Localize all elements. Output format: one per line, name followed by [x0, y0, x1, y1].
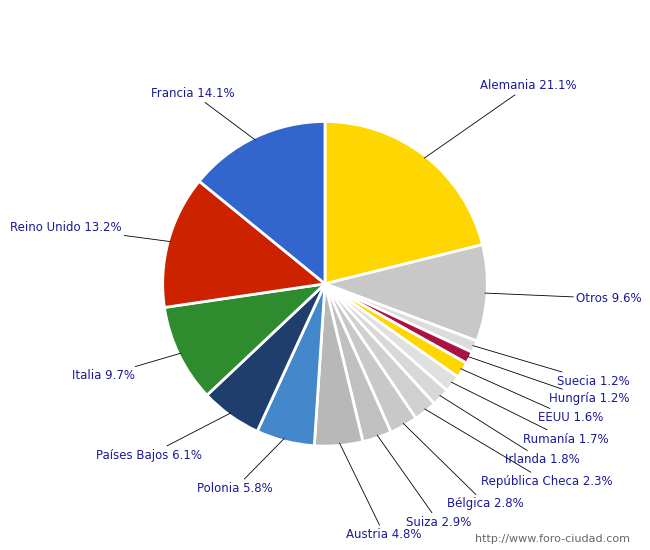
Text: Irlanda 1.8%: Irlanda 1.8%: [440, 395, 579, 466]
Wedge shape: [325, 284, 472, 363]
Text: Bélgica 2.8%: Bélgica 2.8%: [404, 424, 524, 510]
Wedge shape: [325, 245, 488, 341]
Text: http://www.foro-ciudad.com: http://www.foro-ciudad.com: [476, 534, 630, 544]
Text: Francia 14.1%: Francia 14.1%: [151, 87, 255, 140]
Wedge shape: [325, 284, 416, 432]
Wedge shape: [325, 284, 434, 419]
Wedge shape: [207, 284, 325, 431]
Text: Suecia 1.2%: Suecia 1.2%: [473, 345, 630, 388]
Wedge shape: [325, 284, 477, 353]
Text: Rumanía 1.7%: Rumanía 1.7%: [451, 382, 608, 446]
Wedge shape: [325, 284, 467, 377]
Wedge shape: [257, 284, 325, 446]
Wedge shape: [325, 284, 458, 390]
Wedge shape: [315, 284, 363, 446]
Text: Reino Unido 13.2%: Reino Unido 13.2%: [10, 221, 170, 241]
Text: EEUU 1.6%: EEUU 1.6%: [461, 368, 603, 424]
Text: Alemania 21.1%: Alemania 21.1%: [424, 79, 577, 158]
Wedge shape: [325, 122, 482, 284]
Text: Italia 9.7%: Italia 9.7%: [72, 353, 181, 382]
Text: Polonia 5.8%: Polonia 5.8%: [198, 438, 284, 495]
Wedge shape: [325, 284, 447, 404]
Text: Países Bajos 6.1%: Países Bajos 6.1%: [96, 413, 231, 461]
Wedge shape: [325, 284, 391, 442]
Text: Arico - Turistas extranjeros según país - Agosto de 2024: Arico - Turistas extranjeros según país …: [80, 14, 570, 31]
Text: Hungría 1.2%: Hungría 1.2%: [468, 356, 629, 405]
Text: Otros 9.6%: Otros 9.6%: [485, 292, 642, 305]
Text: República Checa 2.3%: República Checa 2.3%: [424, 409, 612, 488]
Text: Suiza 2.9%: Suiza 2.9%: [377, 435, 471, 529]
Wedge shape: [164, 284, 325, 395]
Wedge shape: [162, 182, 325, 307]
Wedge shape: [199, 122, 325, 284]
Text: Austria 4.8%: Austria 4.8%: [339, 443, 422, 541]
